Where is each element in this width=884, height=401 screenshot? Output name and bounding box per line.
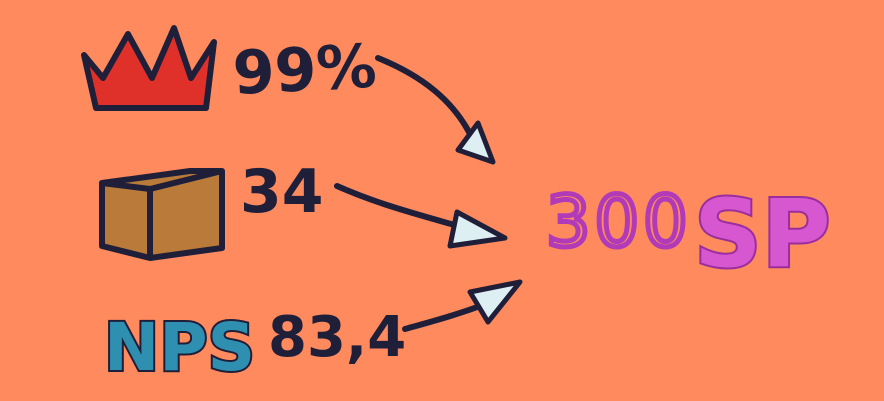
arrow-3	[402, 279, 523, 332]
box-icon	[99, 168, 225, 261]
crown-icon	[81, 25, 217, 111]
result-unit: SP	[694, 180, 831, 289]
arrow-1-head	[455, 120, 496, 165]
row-box: 34	[99, 157, 324, 261]
row-crown: 99%	[81, 25, 378, 111]
nps-label: NPS	[104, 309, 255, 386]
result: 300 SP	[544, 178, 833, 291]
arrow-3-head	[467, 279, 523, 325]
row-3-value: 83,4	[268, 305, 406, 370]
row-2-value: 34	[240, 157, 324, 227]
row-nps: NPS 83,4	[102, 305, 406, 388]
arrow-1	[375, 55, 496, 165]
arrow-2	[334, 183, 508, 249]
result-number: 300	[546, 181, 692, 263]
arrow-2-head	[447, 209, 508, 249]
row-1-value: 99%	[231, 32, 378, 109]
